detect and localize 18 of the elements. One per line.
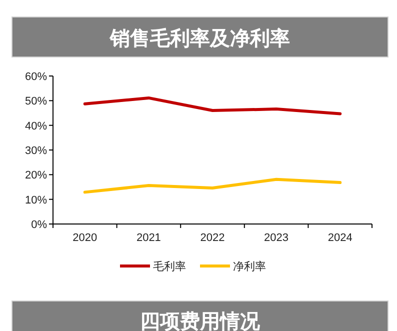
line-series	[83, 96, 342, 116]
legend-label: 净利率	[233, 260, 266, 273]
text: 四项费用情况	[140, 309, 261, 331]
y-tick-label: 20%	[24, 170, 48, 182]
x-tick-label: 2020	[72, 232, 98, 244]
y-tick-label: 40%	[24, 120, 48, 132]
chart-title: 销售毛利率及净利率	[109, 26, 290, 50]
y-tick-label: 50%	[24, 96, 48, 108]
line-series	[83, 178, 342, 194]
x-tick-label: 2024	[328, 232, 352, 244]
y-tick-label: 60%	[24, 71, 48, 83]
y-tick-label: 30%	[24, 145, 48, 157]
x-tick-label: 2022	[200, 232, 225, 244]
x-tick-label: 2023	[264, 232, 289, 244]
y-tick-label: 0%	[31, 219, 48, 231]
x-tick-label: 2021	[136, 232, 161, 244]
y-tick-label: 10%	[24, 194, 48, 206]
legend-label: 毛利率	[153, 260, 186, 273]
